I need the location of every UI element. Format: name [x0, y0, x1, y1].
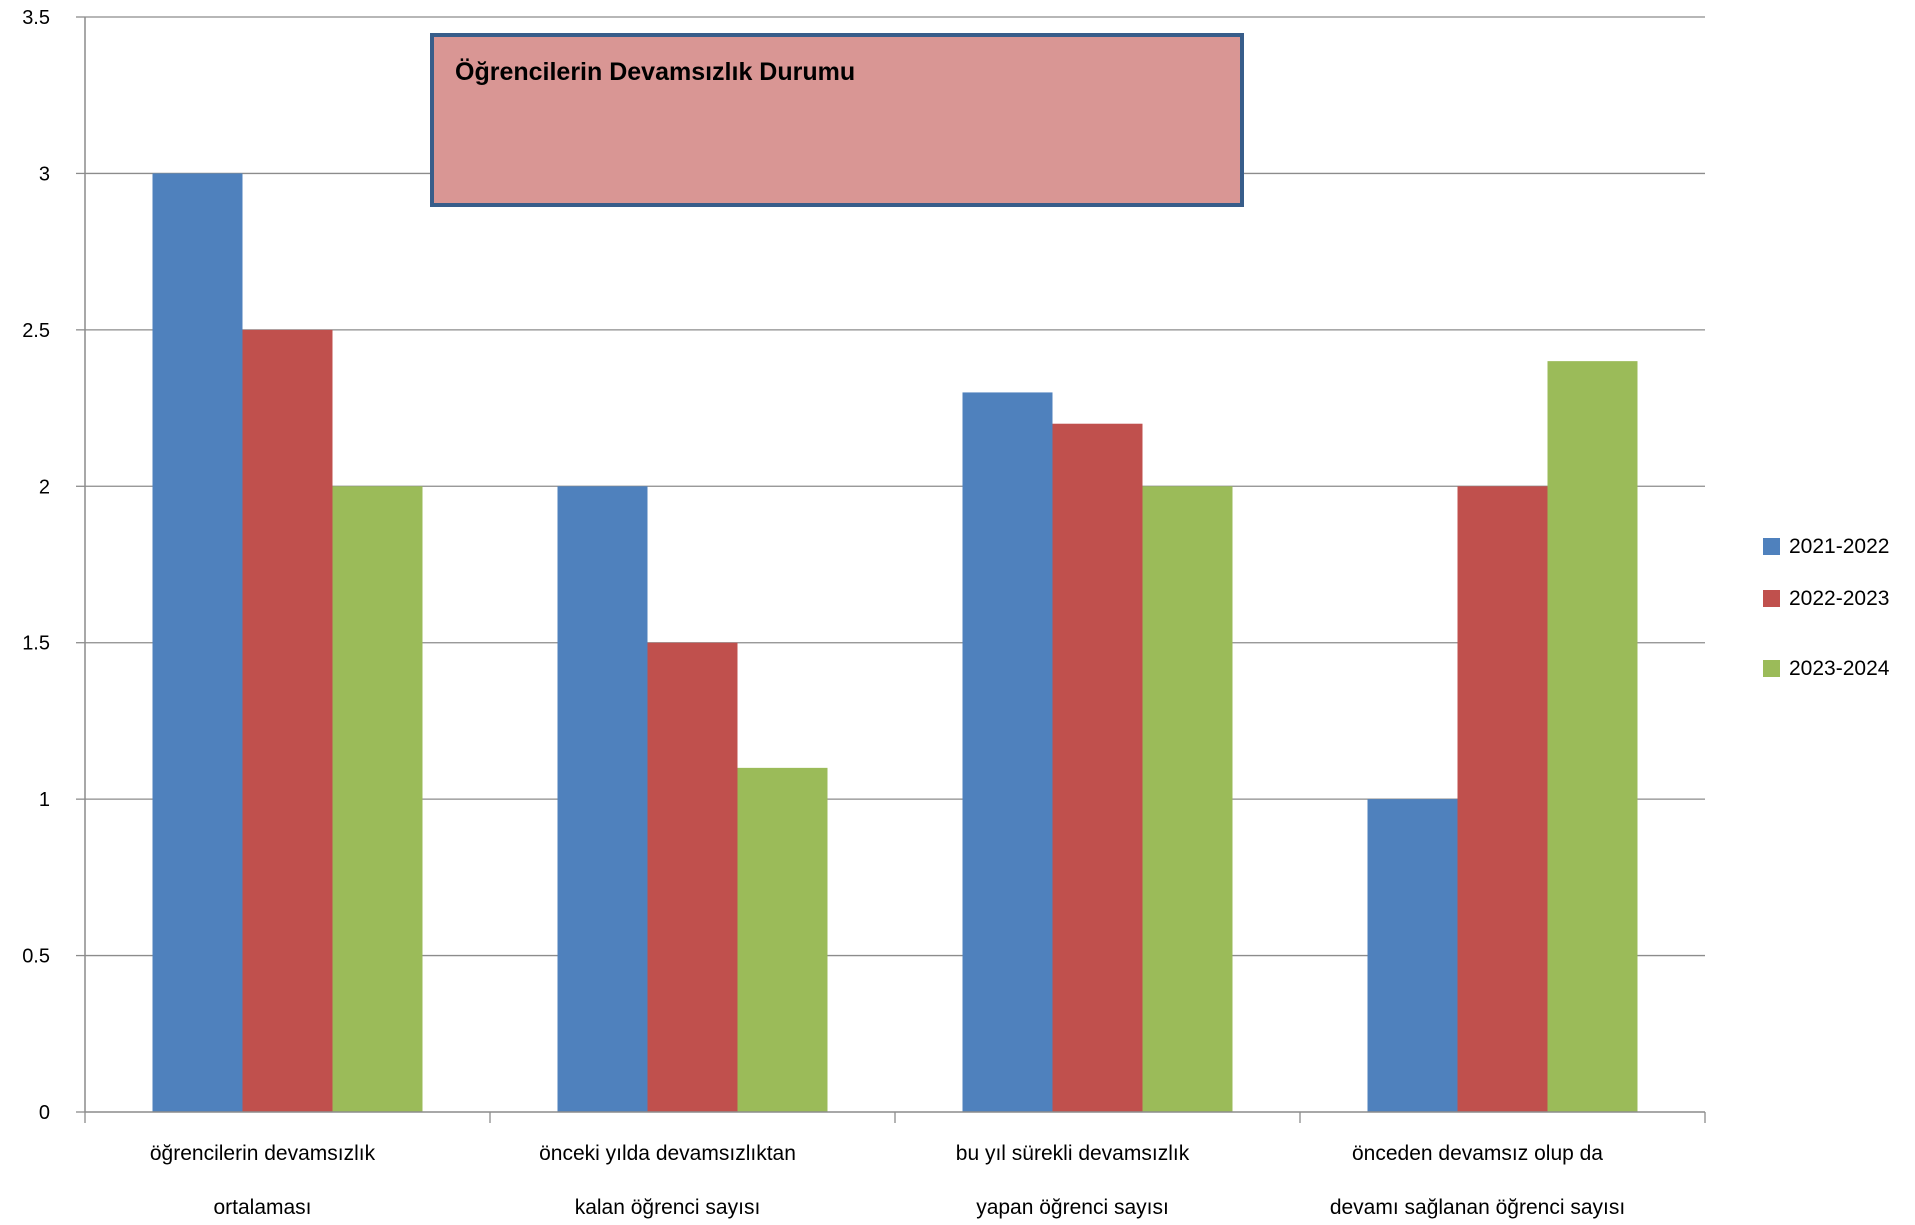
bar-2023-2024-cat-3: [1142, 486, 1233, 1112]
bar-2021-2022-cat-2: [557, 486, 648, 1112]
bar-2022-2023-cat-4: [1457, 486, 1548, 1112]
bar-2021-2022-cat-4: [1367, 799, 1458, 1112]
y-tick-label: 2.5: [22, 320, 50, 342]
x-category-label: ortalaması: [213, 1196, 311, 1219]
x-category-label: önceden devamsız olup da: [1352, 1142, 1603, 1165]
x-category-label: yapan öğrenci sayısı: [976, 1196, 1169, 1219]
title-box: [430, 33, 1244, 207]
x-category-label: kalan öğrenci sayısı: [575, 1196, 761, 1219]
legend-swatch: [1763, 660, 1780, 677]
x-category-label: önceki yılda devamsızlıktan: [539, 1142, 796, 1165]
bar-2023-2024-cat-2: [737, 767, 828, 1112]
legend-label: 2022-2023: [1789, 587, 1889, 610]
bar-2022-2023-cat-3: [1052, 423, 1143, 1112]
y-tick-label: 0: [39, 1102, 50, 1124]
chart-title-box: Öğrencilerin Devamsızlık Durumu: [430, 33, 1244, 207]
chart-title: Öğrencilerin Devamsızlık Durumu: [455, 57, 855, 86]
legend-swatch: [1763, 590, 1780, 607]
bar-2022-2023-cat-1: [242, 329, 333, 1112]
y-tick-label: 1: [39, 789, 50, 811]
legend-label: 2021-2022: [1789, 535, 1889, 558]
y-tick-label: 1.5: [22, 633, 50, 655]
bar-2023-2024-cat-1: [332, 486, 423, 1112]
bars: [152, 173, 1638, 1113]
axes: 0 0.5 1 1.5 2 2.5 3 3.5 öğrencilerin devamsızlık…: [22, 7, 1706, 1219]
y-tick-label: 3.5: [22, 7, 50, 29]
bar-2021-2022-cat-1: [152, 173, 243, 1112]
y-tick-label: 3: [39, 163, 50, 185]
bar-2023-2024-cat-4: [1547, 361, 1638, 1113]
y-tick-label: 0.5: [22, 946, 50, 968]
x-category-label: öğrencilerin devamsızlık: [150, 1142, 376, 1165]
bar-2021-2022-cat-3: [962, 392, 1053, 1112]
legend: 2021-2022 2022-2023 2023-2024: [1763, 535, 1890, 680]
legend-swatch: [1763, 538, 1780, 555]
x-category-label: devamı sağlanan öğrenci sayısı: [1330, 1196, 1625, 1219]
legend-label: 2023-2024: [1789, 657, 1890, 680]
bar-2022-2023-cat-2: [647, 642, 738, 1112]
y-tick-label: 2: [39, 476, 50, 498]
x-category-label: bu yıl sürekli devamsızlık: [956, 1142, 1190, 1165]
